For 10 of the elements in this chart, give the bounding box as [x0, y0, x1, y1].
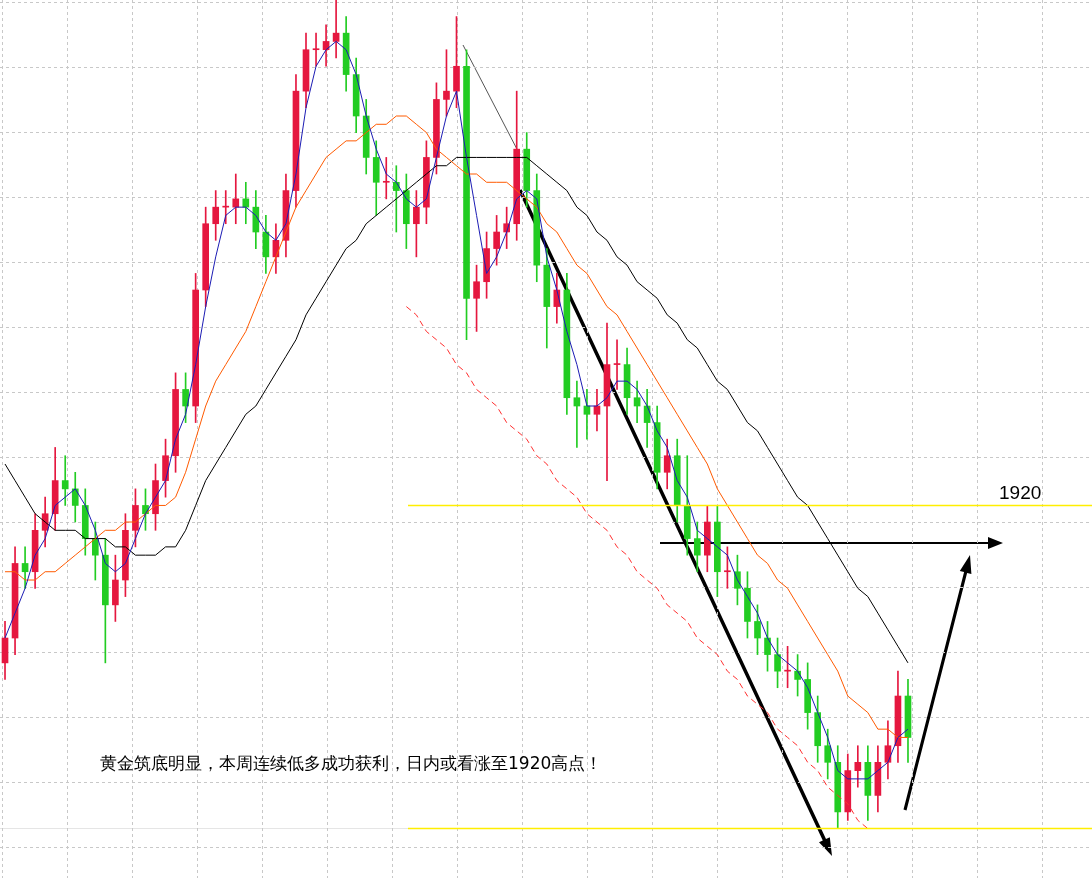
candlestick	[232, 173, 240, 225]
candlestick	[382, 157, 390, 200]
text: 1920	[999, 482, 1042, 504]
candlestick	[242, 181, 250, 225]
annotation: 黄金筑底明显，本周连续低多成功获利，日内或看涨至1920高点！	[100, 752, 603, 775]
candlestick	[854, 745, 862, 788]
candlestick	[61, 455, 69, 506]
candlestick	[613, 339, 621, 390]
candlestick	[312, 32, 320, 67]
candlestick	[573, 380, 581, 448]
